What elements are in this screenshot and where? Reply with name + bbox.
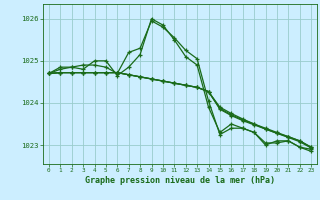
X-axis label: Graphe pression niveau de la mer (hPa): Graphe pression niveau de la mer (hPa) — [85, 176, 275, 185]
